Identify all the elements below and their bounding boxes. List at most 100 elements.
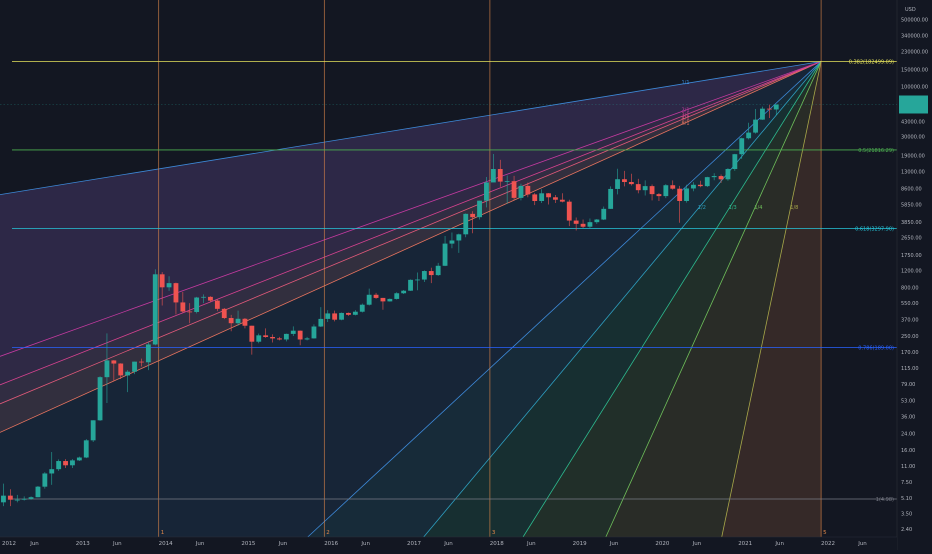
candle-body bbox=[463, 213, 469, 235]
fan-ray-label: 8/1 bbox=[682, 121, 690, 127]
candle-body bbox=[546, 193, 551, 198]
candle-body bbox=[449, 240, 455, 244]
fan-ray-upper bbox=[0, 61, 822, 386]
time-tick-label: 2021 bbox=[738, 541, 752, 547]
fib-label: 0.618(3297.90) bbox=[855, 226, 894, 232]
price-axis[interactable]: USD 2.40 3.50 5.10 7.50 11.00 16.00 24.00 36.00… bbox=[896, 0, 932, 550]
candle-body bbox=[339, 312, 344, 320]
time-tick-label: Jun bbox=[857, 541, 867, 547]
price-tick-label: 1750.00 bbox=[901, 253, 922, 259]
candle-body bbox=[408, 279, 413, 291]
candle-body bbox=[773, 104, 779, 110]
time-tick-label: Jun bbox=[112, 541, 122, 547]
price-tick-label: 7.50 bbox=[901, 480, 912, 486]
fan-ray-lower bbox=[721, 61, 822, 538]
time-axis[interactable]: 2012 Jun 2013 Jun 2014 Jun 2015 Jun 2016 Jun 2017 J… bbox=[0, 536, 897, 550]
price-tick-label: 79.00 bbox=[901, 382, 915, 388]
candle-body bbox=[704, 177, 710, 187]
time-axis-bg bbox=[0, 537, 897, 550]
candle-body bbox=[325, 313, 331, 319]
candle-body bbox=[311, 326, 317, 339]
candle-body bbox=[642, 186, 648, 191]
fib-levels: 0.382(182499.09) 0.5(21816.29) 0.618(3297.… bbox=[12, 59, 897, 503]
price-candles bbox=[1, 104, 779, 507]
fan-ray-label: 1/8 bbox=[790, 205, 798, 211]
candle-body bbox=[608, 188, 614, 209]
candle-body bbox=[387, 298, 393, 302]
candle-body bbox=[263, 335, 269, 338]
fan-ray-label: 2/1 bbox=[682, 108, 690, 114]
cycle-label: 3 bbox=[492, 530, 496, 536]
candle-body bbox=[435, 265, 441, 276]
candle-body bbox=[649, 186, 655, 195]
candle-body bbox=[63, 461, 68, 466]
candle-body bbox=[194, 297, 200, 312]
candle-body bbox=[256, 335, 262, 342]
cycle-vertical-lines: 01235 bbox=[158, 0, 827, 537]
fan-ray-label: 4/1 bbox=[682, 116, 690, 122]
candle-body bbox=[76, 457, 82, 461]
candle-body bbox=[111, 360, 117, 364]
candle-body bbox=[421, 271, 427, 280]
candle-body bbox=[760, 108, 765, 120]
time-tick-label: 2013 bbox=[76, 541, 90, 547]
price-tick-label: 115.00 bbox=[901, 366, 919, 372]
price-tick-label: 250.00 bbox=[901, 334, 919, 340]
candle-body bbox=[477, 200, 482, 218]
candle-body bbox=[539, 193, 545, 202]
candle-body bbox=[656, 194, 662, 197]
time-tick-label: Jun bbox=[443, 541, 453, 547]
candle-body bbox=[28, 497, 34, 499]
candle-body bbox=[746, 132, 752, 139]
candle-body bbox=[346, 312, 351, 315]
cycle-label: 5 bbox=[823, 530, 827, 536]
price-tick-label: 8600.00 bbox=[901, 187, 922, 193]
time-tick-label: 2016 bbox=[324, 541, 338, 547]
fan-ray-label: 1/1 bbox=[682, 80, 690, 86]
fan-ray-lower bbox=[307, 61, 822, 538]
candle-body bbox=[104, 360, 110, 378]
price-tick-label: 53.00 bbox=[901, 398, 915, 404]
price-tick-label: 370.00 bbox=[901, 317, 919, 323]
price-tick-label: 1200.00 bbox=[901, 268, 922, 274]
candle-body bbox=[394, 293, 400, 299]
fan-ray-lower bbox=[522, 61, 822, 538]
price-tick-label: 340000.00 bbox=[901, 33, 928, 39]
candle-body bbox=[166, 283, 172, 288]
candle-body bbox=[697, 184, 703, 187]
time-tick-label: Jun bbox=[609, 541, 619, 547]
candle-body bbox=[1, 495, 6, 503]
candle-body bbox=[753, 119, 758, 133]
candle-body bbox=[187, 311, 193, 313]
candle-body bbox=[559, 199, 565, 202]
candle-body bbox=[470, 213, 476, 218]
candle-body bbox=[173, 283, 179, 303]
candle-body bbox=[152, 274, 158, 345]
candle-body bbox=[366, 294, 372, 305]
price-tick-label: 16.00 bbox=[901, 448, 915, 454]
time-tick-label: 2018 bbox=[490, 541, 504, 547]
gann-fan-lines bbox=[0, 61, 822, 538]
fan-ray-upper bbox=[0, 61, 822, 405]
price-tick-label: 3.50 bbox=[901, 512, 912, 518]
price-tick-label: 2.40 bbox=[901, 527, 912, 533]
candle-body bbox=[56, 461, 62, 470]
currency-label: USD bbox=[905, 7, 916, 13]
fan-ray-upper bbox=[0, 61, 822, 196]
time-tick-label: Jun bbox=[774, 541, 784, 547]
candle-body bbox=[180, 302, 186, 312]
candle-body bbox=[532, 194, 538, 202]
price-tick-label: 150000.00 bbox=[901, 67, 928, 73]
candle-body bbox=[42, 473, 48, 487]
price-tick-label: 30000.00 bbox=[901, 134, 925, 140]
time-tick-label: 2022 bbox=[821, 541, 835, 547]
candle-body bbox=[587, 222, 593, 227]
time-tick-label: Jun bbox=[360, 541, 370, 547]
candle-body bbox=[573, 220, 579, 224]
candle-body bbox=[580, 223, 586, 227]
candle-body bbox=[14, 499, 20, 501]
time-tick-label: 2015 bbox=[241, 541, 255, 547]
candle-body bbox=[249, 325, 255, 342]
candle-body bbox=[732, 154, 738, 170]
